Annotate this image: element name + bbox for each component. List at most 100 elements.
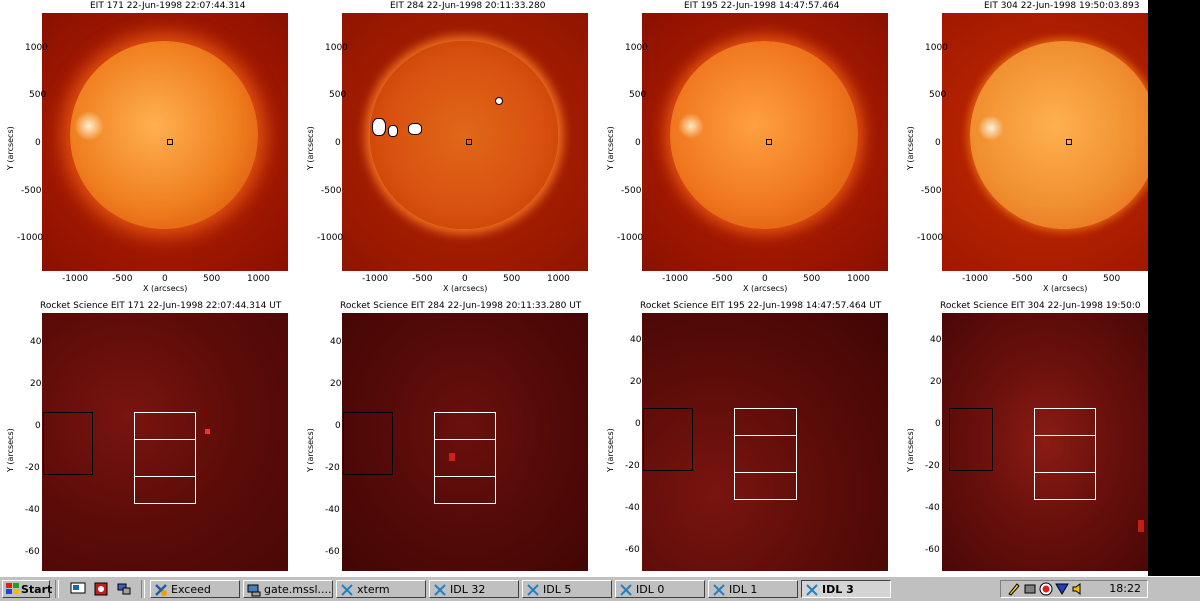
zoom-image-304 xyxy=(942,313,1148,571)
ytick: 0 xyxy=(935,138,941,148)
eit304-image xyxy=(942,13,1148,271)
right-edge-black-bar xyxy=(1148,0,1200,576)
taskbar-button-label: IDL 32 xyxy=(450,583,486,596)
start-label: Start xyxy=(21,583,53,596)
ytick: -40 xyxy=(325,505,340,515)
ytick: 1000 xyxy=(625,43,648,53)
taskbar-button-label: gate.mssl.... xyxy=(264,583,332,596)
ytick: 20 xyxy=(930,377,942,387)
y-axis-label: Y (arcsecs) xyxy=(606,126,615,170)
ytick: 40 xyxy=(930,335,942,345)
zoom-title-284: Rocket Science EIT 284 22-Jun-1998 20:11… xyxy=(340,301,582,311)
ytick: 500 xyxy=(29,90,47,100)
ytick: -60 xyxy=(925,545,940,555)
ytick: 20 xyxy=(630,377,642,387)
ytick: -40 xyxy=(25,505,40,515)
ytick: 1000 xyxy=(325,43,348,53)
xtick: 0 xyxy=(462,274,468,284)
network-icon[interactable] xyxy=(116,582,132,596)
ytick: -500 xyxy=(321,186,342,196)
xtick: -1000 xyxy=(362,274,389,284)
ytick: 0 xyxy=(635,138,641,148)
xtick: -500 xyxy=(112,274,133,284)
taskbar-button-idl5[interactable]: IDL 5 xyxy=(522,580,612,598)
ytick: -40 xyxy=(625,503,640,513)
app-launcher-icon[interactable] xyxy=(93,582,109,596)
taskbar-button-label: IDL 0 xyxy=(636,583,665,596)
ytick: 40 xyxy=(30,337,42,347)
record-icon[interactable] xyxy=(1039,582,1053,596)
x-icon xyxy=(806,584,818,596)
exceed-icon xyxy=(155,584,167,596)
ytick: 20 xyxy=(330,379,342,389)
taskbar-button-idl3[interactable]: IDL 3 xyxy=(801,580,891,598)
ytick: 20 xyxy=(30,379,42,389)
ytick: -1000 xyxy=(17,233,44,243)
taskbar-button-exceed[interactable]: Exceed xyxy=(150,580,240,598)
desktop-icon[interactable] xyxy=(70,582,86,596)
ytick: 40 xyxy=(330,337,342,347)
ytick: -60 xyxy=(625,545,640,555)
taskbar-button-idl1[interactable]: IDL 1 xyxy=(708,580,798,598)
xtick: -1000 xyxy=(662,274,689,284)
ytick: -60 xyxy=(325,547,340,557)
xtick: 1000 xyxy=(847,274,870,284)
zoom-title-195: Rocket Science EIT 195 22-Jun-1998 14:47… xyxy=(640,301,882,311)
clock[interactable]: 18:22 xyxy=(1109,582,1141,595)
taskbar-button-gate[interactable]: gate.mssl.... xyxy=(243,580,333,598)
ytick: 500 xyxy=(929,90,947,100)
y-axis-label: Y (arcsecs) xyxy=(6,126,15,170)
x-axis-label: X (arcsecs) xyxy=(143,284,188,293)
taskbar-button-label: IDL 5 xyxy=(543,583,572,596)
triangle-down-icon[interactable] xyxy=(1055,582,1069,596)
taskbar: Start Exceed gate.mssl.... xterm IDL 32 … xyxy=(0,576,1200,601)
xtick: -1000 xyxy=(962,274,989,284)
phone-icon[interactable] xyxy=(1023,582,1037,596)
volume-icon[interactable] xyxy=(1071,582,1085,596)
ytick: -1000 xyxy=(617,233,644,243)
zoom-image-284 xyxy=(342,313,588,571)
xtick: -500 xyxy=(1012,274,1033,284)
start-button[interactable]: Start xyxy=(2,580,53,598)
ytick: 500 xyxy=(629,90,647,100)
x-icon xyxy=(713,584,725,596)
sun-disk-171 xyxy=(70,41,258,229)
xtick: 1000 xyxy=(547,274,570,284)
x-icon xyxy=(341,584,353,596)
ytick: -40 xyxy=(925,503,940,513)
x-icon xyxy=(620,584,632,596)
x-icon xyxy=(527,584,539,596)
zoom-title-304: Rocket Science EIT 304 22-Jun-1998 19:50… xyxy=(940,301,1141,311)
ytick: 0 xyxy=(335,421,341,431)
taskbar-button-idl0[interactable]: IDL 0 xyxy=(615,580,705,598)
panel-title-eit195: EIT 195 22-Jun-1998 14:47:57.464 xyxy=(684,1,840,11)
taskbar-button-xterm[interactable]: xterm xyxy=(336,580,426,598)
xtick: 500 xyxy=(503,274,521,284)
pencil-icon[interactable] xyxy=(1007,582,1021,596)
taskbar-button-idl32[interactable]: IDL 32 xyxy=(429,580,519,598)
ytick: 0 xyxy=(335,138,341,148)
ytick: -20 xyxy=(925,461,940,471)
ytick: -500 xyxy=(21,186,42,196)
y-axis-label: Y (arcsecs) xyxy=(906,428,915,472)
taskbar-button-label: IDL 1 xyxy=(729,583,758,596)
x-axis-label: X (arcsecs) xyxy=(443,284,488,293)
system-tray: 18:22 xyxy=(1000,580,1148,598)
ytick: -500 xyxy=(621,186,642,196)
ytick: 500 xyxy=(329,90,347,100)
xtick: 0 xyxy=(762,274,768,284)
eit171-image xyxy=(42,13,288,271)
taskbar-button-label: xterm xyxy=(357,583,390,596)
xtick: 500 xyxy=(803,274,821,284)
xtick: 1000 xyxy=(247,274,270,284)
xtick: 0 xyxy=(1062,274,1068,284)
taskbar-button-label: IDL 3 xyxy=(822,583,854,596)
ytick: 0 xyxy=(935,419,941,429)
ytick: -20 xyxy=(25,463,40,473)
eit284-image xyxy=(342,13,588,271)
taskbar-button-label: Exceed xyxy=(171,583,211,596)
xtick: 500 xyxy=(203,274,221,284)
windows-logo-icon xyxy=(6,583,19,594)
ytick: -1000 xyxy=(317,233,344,243)
xtick: 500 xyxy=(1103,274,1121,284)
